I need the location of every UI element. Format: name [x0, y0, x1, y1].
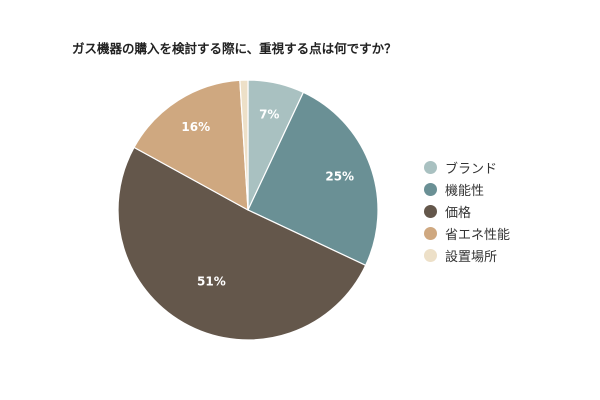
legend-item-3: 価格 [424, 200, 510, 222]
legend-item-5: 設置場所 [424, 244, 510, 266]
pie-slice-4 [133, 79, 249, 212]
pie-slice-5 [239, 79, 249, 211]
legend-label: 価格 [445, 205, 472, 221]
legend-swatch [424, 182, 437, 196]
pie-slice-3 [117, 146, 367, 341]
legend-label: ブランド [445, 161, 498, 177]
legend-label: 省エネ性能 [445, 227, 511, 243]
legend-label: 機能性 [445, 183, 485, 199]
pie-slice-2 [247, 91, 379, 267]
chart-legend: ブランド機能性価格省エネ性能設置場所 [424, 156, 510, 266]
slice-value-label-4: 16% [181, 120, 210, 134]
legend-item-2: 機能性 [424, 178, 510, 200]
legend-label: 設置場所 [445, 249, 498, 265]
slice-value-label-2: 25% [325, 169, 354, 183]
legend-item-1: ブランド [424, 156, 510, 178]
legend-swatch [424, 160, 437, 174]
slice-value-label-3: 51% [197, 274, 226, 288]
legend-item-4: 省エネ性能 [424, 222, 510, 244]
chart-title: ガス機器の購入を検討する際に、重視する点は何ですか？ [72, 41, 397, 56]
legend-swatch [424, 248, 437, 262]
slice-value-label-1: 7% [259, 107, 279, 121]
legend-swatch [424, 204, 437, 218]
legend-swatch [424, 226, 437, 240]
